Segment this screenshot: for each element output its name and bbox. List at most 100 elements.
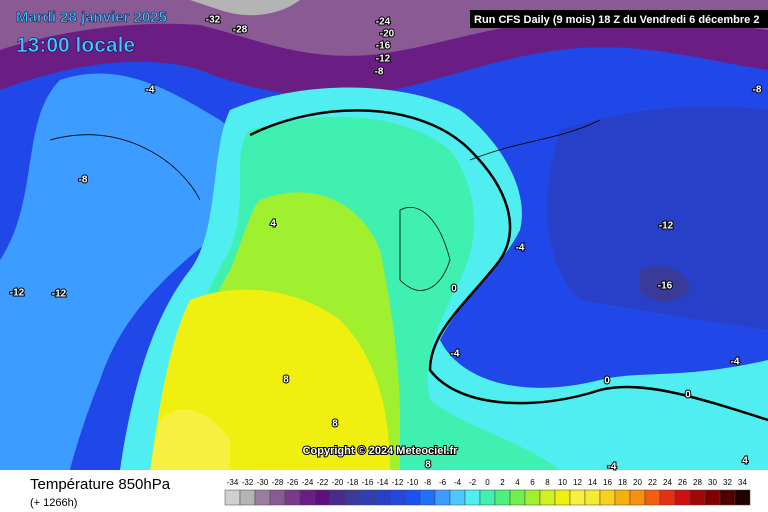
cold-core	[640, 266, 690, 302]
contour-label: -4	[516, 243, 525, 254]
contour-label: -4	[451, 349, 460, 360]
scale-label: -8	[424, 478, 432, 487]
zero-isotherm	[249, 109, 768, 422]
scale-swatch	[419, 489, 436, 506]
contour-label: -8	[79, 175, 88, 186]
contour-label: -12	[10, 288, 25, 299]
run-box	[470, 10, 768, 28]
scale-label: -20	[332, 478, 344, 487]
scale-swatch	[539, 489, 556, 506]
scale-label: 22	[648, 478, 657, 487]
scale-label: 8	[545, 478, 550, 487]
scale-label: 28	[693, 478, 702, 487]
scale-label: 2	[500, 478, 505, 487]
contour-label: -28	[233, 25, 248, 36]
contour-label: -12	[659, 221, 674, 232]
scale-swatch	[464, 489, 481, 506]
scale-swatch	[584, 489, 601, 506]
copyright: Copyright © 2024 Meteociel.fr	[303, 445, 459, 457]
scale-swatch	[344, 489, 361, 506]
scale-label: 14	[588, 478, 597, 487]
scale-swatch	[449, 489, 466, 506]
scale-swatch	[689, 489, 706, 506]
scale-label: -4	[454, 478, 462, 487]
contour-labels: -32-28-24-20-16-12-8-4-8-12 -124-40-12-16…	[9, 14, 763, 474]
contour-label: -12	[52, 289, 67, 300]
contour-label: -32	[206, 15, 221, 26]
local-time: 13:00 locale	[16, 34, 135, 57]
scale-label: -30	[257, 478, 269, 487]
scale-swatch	[224, 489, 241, 506]
warm-spot	[150, 409, 230, 470]
contour-label: -4	[146, 85, 155, 96]
date: Mardi 28 janvier 2025	[16, 9, 167, 26]
contour-label: -8	[375, 67, 384, 78]
scale-label: 6	[530, 478, 535, 487]
contour-label: -12	[376, 54, 391, 65]
scale-label: -28	[272, 478, 284, 487]
contour-label: 0	[451, 284, 457, 295]
contour-label: -16	[658, 281, 673, 292]
scale-swatch	[524, 489, 541, 506]
contour-label: -24	[376, 17, 391, 28]
scale-swatch	[389, 489, 406, 506]
map	[0, 0, 768, 470]
scale-label: -24	[302, 478, 314, 487]
contour-label: 0	[685, 390, 691, 401]
contour-label: -16	[376, 41, 391, 52]
scale-label: 20	[633, 478, 642, 487]
scale-label: 0	[485, 478, 490, 487]
color-scale: -34 -32 -30 -28 -26 -24 -22 -20 -18 -16 -14 -12 -10-…	[224, 478, 751, 506]
scale-swatch	[569, 489, 586, 506]
scale-label: -18	[347, 478, 359, 487]
contour-label: -4	[731, 357, 740, 368]
scale-swatch	[599, 489, 616, 506]
run-info: Run CFS Daily (9 mois) 18 Z du Vendredi …	[474, 14, 759, 26]
contour-label: 4	[270, 219, 276, 230]
scale-label: -12	[392, 478, 404, 487]
scale-swatch	[734, 489, 751, 506]
scale-label: 18	[618, 478, 627, 487]
lead-time: (+ 1266h)	[30, 497, 77, 509]
scale-swatch	[644, 489, 661, 506]
contour-label: 4	[742, 456, 748, 467]
scale-label: -32	[242, 478, 254, 487]
scale-swatch	[479, 489, 496, 506]
coastline	[49, 119, 601, 291]
contour-label: 0	[604, 376, 610, 387]
deep-blue	[546, 106, 768, 330]
scale-label: -16	[362, 478, 374, 487]
scale-swatch	[554, 489, 571, 506]
scale-label: 16	[603, 478, 612, 487]
scale-label: -26	[287, 478, 299, 487]
scale-swatch	[659, 489, 676, 506]
scale-swatch	[284, 489, 301, 506]
scale-swatch	[299, 489, 316, 506]
scale-label: -2	[469, 478, 477, 487]
scale-swatch	[614, 489, 631, 506]
scale-swatch	[494, 489, 511, 506]
scale-swatch	[704, 489, 721, 506]
scale-label: -34	[227, 478, 239, 487]
contour-label: 8	[425, 460, 431, 471]
scale-swatch	[314, 489, 331, 506]
contour-label: -8	[753, 85, 762, 96]
scale-label: 24	[663, 478, 672, 487]
scale-label: -10	[407, 478, 419, 487]
scale-label: 4	[515, 478, 520, 487]
scale-label: 26	[678, 478, 687, 487]
scale-swatch	[674, 489, 691, 506]
scale-swatch	[329, 489, 346, 506]
contour-label: -20	[380, 29, 395, 40]
contour-label: 8	[332, 419, 338, 430]
scale-swatch	[404, 489, 421, 506]
scale-swatch	[359, 489, 376, 506]
scale-label: -22	[317, 478, 329, 487]
grey-core	[190, 0, 300, 16]
scale-label: 10	[558, 478, 567, 487]
scale-label: 12	[573, 478, 582, 487]
scale-label: 32	[723, 478, 732, 487]
scale-label: -14	[377, 478, 389, 487]
blue-zone	[0, 73, 768, 470]
